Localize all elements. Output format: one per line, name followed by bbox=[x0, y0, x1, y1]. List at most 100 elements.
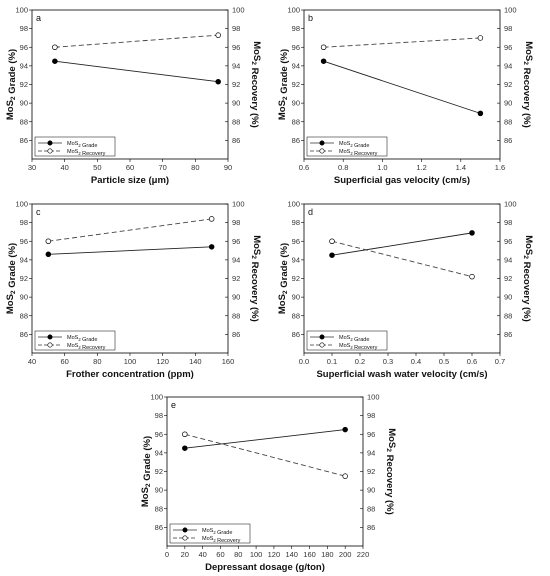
y2-tick-label: 86 bbox=[232, 136, 240, 145]
recovery-series-line bbox=[323, 37, 481, 48]
y-tick-label: 86 bbox=[292, 330, 300, 339]
plot-frame bbox=[303, 9, 501, 160]
x-tick-label: 1.0 bbox=[377, 163, 387, 172]
x-tick-label: 40 bbox=[60, 163, 68, 172]
x-tick-label: 0.3 bbox=[383, 357, 393, 366]
x-axis-label: Superficial wash water velocity (cm/s) bbox=[316, 369, 487, 380]
legend-entry: MoS2 Recovery bbox=[67, 149, 106, 157]
x-tick-label: 0.1 bbox=[327, 357, 337, 366]
y-tick-label: 88 bbox=[155, 504, 163, 513]
legend-entry: MoS2 Recovery bbox=[202, 536, 241, 544]
x-tick-label: 90 bbox=[224, 163, 232, 172]
y2-tick-label: 88 bbox=[232, 117, 240, 126]
plot-frame bbox=[31, 9, 229, 160]
x-tick-label: 0.6 bbox=[467, 357, 477, 366]
grade-data-point bbox=[182, 445, 188, 451]
x-tick-label: 0 bbox=[165, 550, 169, 559]
legend-box bbox=[34, 330, 116, 351]
y-tick-label: 100 bbox=[287, 6, 300, 15]
recovery-data-point bbox=[469, 273, 475, 280]
y2-tick-label: 94 bbox=[367, 448, 375, 457]
x-tick-label: 30 bbox=[28, 163, 36, 172]
grade-data-point bbox=[342, 426, 348, 433]
y2-tick-label: 100 bbox=[504, 6, 517, 15]
y-tick-label: 96 bbox=[292, 237, 300, 246]
recovery-series-line bbox=[331, 240, 473, 278]
y-tick-label: 98 bbox=[292, 218, 300, 227]
x-tick-label: 60 bbox=[60, 357, 68, 366]
y2-tick-label: 88 bbox=[367, 504, 375, 513]
legend-marker bbox=[182, 535, 188, 541]
x-tick-label: 180 bbox=[321, 550, 334, 559]
recovery-data-point bbox=[477, 35, 484, 41]
recovery-data-point bbox=[215, 32, 221, 38]
recovery-data-point bbox=[208, 216, 215, 222]
plot-frame bbox=[166, 396, 364, 547]
y2-tick-label: 96 bbox=[504, 43, 512, 52]
y2-tick-label: 98 bbox=[504, 24, 512, 33]
grade-data-point bbox=[52, 58, 58, 64]
legend-marker bbox=[319, 148, 325, 154]
grade-series-line bbox=[48, 246, 212, 255]
grade-data-point bbox=[469, 230, 475, 236]
y2-tick-label: 94 bbox=[232, 255, 240, 264]
legend-box bbox=[34, 136, 116, 157]
y-tick-label: 98 bbox=[20, 24, 28, 33]
y2-tick-label: 100 bbox=[504, 200, 517, 209]
y-tick-label: 86 bbox=[20, 136, 28, 145]
chart-panel-a: a 30 40 50 60 70 80 90 86 88 90 92 94 96 98 100 86 88 90 92… bbox=[5, 6, 262, 187]
y2-axis-label: MoS2 Recovery (%) bbox=[384, 428, 397, 515]
chart-panel-b: b 0.6 0.8 1.0 1.2 1.4 1.6 86 88 90 92 94 96 98 100 86 88… bbox=[277, 6, 534, 187]
y2-tick-label: 96 bbox=[367, 430, 375, 439]
panel-label: a bbox=[36, 13, 41, 23]
y2-tick-label: 88 bbox=[504, 311, 512, 320]
x-tick-label: 50 bbox=[93, 163, 101, 172]
y2-axis-label: MoS2 Recovery (%) bbox=[249, 235, 262, 322]
x-tick-label: 80 bbox=[234, 550, 242, 559]
y-tick-label: 90 bbox=[20, 99, 28, 108]
x-tick-label: 120 bbox=[156, 357, 169, 366]
x-tick-label: 140 bbox=[285, 550, 298, 559]
legend-marker bbox=[319, 342, 325, 348]
x-tick-label: 1.2 bbox=[416, 163, 426, 172]
y2-tick-label: 90 bbox=[367, 486, 375, 495]
grade-data-point bbox=[329, 252, 335, 258]
x-tick-label: 100 bbox=[124, 357, 137, 366]
y-tick-label: 86 bbox=[20, 330, 28, 339]
legend-marker bbox=[47, 334, 53, 340]
x-tick-label: 220 bbox=[357, 550, 370, 559]
y2-tick-label: 88 bbox=[504, 117, 512, 126]
y-tick-label: 86 bbox=[292, 136, 300, 145]
grade-data-point bbox=[320, 58, 327, 64]
grade-series-line bbox=[331, 232, 473, 256]
recovery-series-line bbox=[184, 433, 346, 477]
legend-entry: MoS2 Grade bbox=[339, 335, 369, 343]
chart-panel-d: d 0.0 0.1 0.2 0.3 0.4 0.5 0.6 0.7 86 88 90 92 94 96 98 1… bbox=[277, 200, 534, 381]
y2-tick-label: 92 bbox=[232, 80, 240, 89]
legend-entry: MoS2 Grade bbox=[67, 335, 97, 343]
y-tick-label: 94 bbox=[20, 255, 28, 264]
y2-tick-label: 98 bbox=[367, 411, 375, 420]
y-tick-label: 92 bbox=[155, 467, 163, 476]
legend-marker bbox=[47, 148, 53, 154]
y-tick-label: 94 bbox=[155, 448, 163, 457]
grade-data-point bbox=[215, 78, 221, 85]
x-tick-label: 80 bbox=[93, 357, 101, 366]
x-tick-label: 0.2 bbox=[355, 357, 365, 366]
y-tick-label: 92 bbox=[20, 274, 28, 283]
recovery-data-point bbox=[320, 44, 327, 50]
x-tick-label: 40 bbox=[28, 357, 36, 366]
x-tick-label: 60 bbox=[126, 163, 134, 172]
plot-frame bbox=[31, 203, 229, 354]
grade-series-line bbox=[54, 60, 219, 83]
legend-box bbox=[169, 523, 251, 544]
x-axis-label: Frother concentration (ppm) bbox=[66, 369, 194, 380]
x-axis-label: Superficial gas velocity (cm/s) bbox=[334, 175, 470, 186]
legend-marker bbox=[182, 527, 188, 533]
chart-panel-e: e 0 20 40 60 80 100 120 140 160 180 200 220 86 88 90 92 9… bbox=[140, 393, 397, 574]
y-tick-label: 96 bbox=[155, 430, 163, 439]
y2-tick-label: 100 bbox=[367, 393, 380, 402]
y-tick-label: 98 bbox=[20, 218, 28, 227]
legend-entry: MoS2 Grade bbox=[202, 528, 232, 536]
